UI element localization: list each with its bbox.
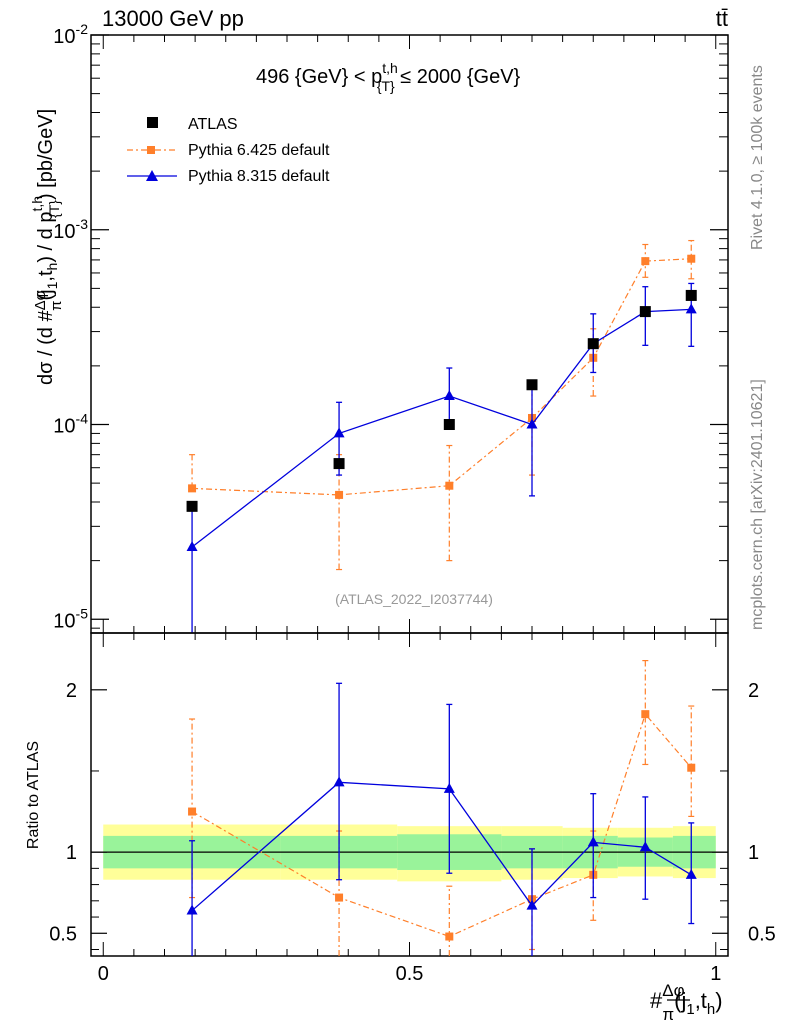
ratio-xtick-label: 1 <box>710 963 721 985</box>
pythia8-point <box>333 427 345 438</box>
mcplots-label: mcplots.cern.ch [arXiv:2401.10621] <box>749 379 766 630</box>
legend-marker-pythia6 <box>147 146 155 154</box>
ratio-pythia6-point <box>687 763 696 772</box>
ratio-xlabel: #Δφ π(j1,th) <box>650 981 723 1024</box>
pythia8-point <box>685 303 697 314</box>
legend-label-pythia6: Pythia 6.425 default <box>188 142 330 159</box>
atlas-point <box>685 289 697 301</box>
main-panel: 10-5 10-4 10-3 10-2 496 {GeV} < pt,h {T} ≤ 2… <box>29 21 729 634</box>
ratio-pythia8-point <box>333 776 345 787</box>
ratio-pythia8-point <box>186 904 198 915</box>
main-ticks: 10-5 10-4 10-3 10-2 <box>53 21 728 633</box>
ratio-xtick-label: 0 <box>98 963 109 985</box>
main-frame <box>90 34 729 634</box>
atlas-point <box>526 379 538 391</box>
pythia6-point <box>188 484 197 493</box>
ratio-ytick-label-right: 0.5 <box>748 923 776 945</box>
ratio-pythia8-point <box>587 836 599 847</box>
header-left: 13000 GeV pp <box>102 6 244 31</box>
ratio-xtick-label: 0.5 <box>396 963 424 985</box>
pythia8-line <box>191 308 692 548</box>
legend: ATLAS Pythia 6.425 default Pythia 8.315 … <box>127 116 330 185</box>
ratio-pythia8-point <box>685 868 697 879</box>
atlas-point <box>639 306 651 318</box>
legend-label-atlas: ATLAS <box>188 116 238 133</box>
header-right: tt̄ <box>716 6 728 31</box>
legend-label-pythia8: Pythia 8.315 default <box>188 168 330 185</box>
pythia6-point <box>687 254 696 263</box>
ratio-pythia8-point <box>443 782 455 793</box>
ratio-ytick-label: 1 <box>66 842 77 864</box>
main-ytick-label: 10-5 <box>53 605 88 632</box>
pythia6-line <box>192 258 692 496</box>
main-series <box>186 239 697 633</box>
ratio-pythia6-point <box>641 710 650 719</box>
ratio-ticks: 0.5 0.5 1 1 2 2 0 0.5 1 <box>49 633 776 985</box>
ratio-ylabel: Ratio to ATLAS <box>25 741 42 849</box>
ratio-pythia8-point <box>526 899 538 910</box>
atlas-point <box>186 500 198 512</box>
ratio-series <box>186 659 697 956</box>
ratio-pythia8-point <box>639 841 651 852</box>
ratio-ytick-label: 2 <box>66 680 77 702</box>
ratio-pythia6-point <box>445 932 454 941</box>
ratio-pythia6-point <box>335 893 344 902</box>
pythia6-point <box>641 257 650 266</box>
ratio-bands <box>91 824 728 882</box>
ratio-ytick-label: 0.5 <box>49 923 77 945</box>
pythia8-point <box>443 390 455 401</box>
pythia6-point <box>335 490 344 499</box>
legend-marker-pythia8 <box>146 170 158 181</box>
pythia8-point <box>186 540 198 551</box>
ratio-ytick-label-right: 1 <box>748 842 759 864</box>
plot-title: 496 {GeV} < pt,h {T} ≤ 2000 {GeV} <box>256 60 521 94</box>
pythia6-point <box>445 481 454 490</box>
legend-marker-atlas <box>147 117 158 128</box>
analysis-watermark: (ATLAS_2022_I2037744) <box>335 591 493 607</box>
main-ytick-label: 10-2 <box>53 21 88 48</box>
ratio-pythia6-point <box>188 807 197 816</box>
ratio-ytick-label-right: 2 <box>748 680 759 702</box>
ratio-panel: 0.5 0.5 1 1 2 2 0 0.5 1 Ratio to ATLAS #Δφ π(j1,t… <box>25 632 776 1024</box>
pythia8-point <box>526 418 538 429</box>
ratio-frame <box>90 632 729 957</box>
atlas-point <box>333 458 345 470</box>
atlas-point <box>443 419 455 431</box>
main-ytick-label: 10-3 <box>53 216 88 243</box>
main-ylabel: dσ / (d #Δφπ(j1,th) / d pt,h{T}) [pb/GeV… <box>29 109 65 385</box>
atlas-point <box>587 338 599 350</box>
rivet-label: Rivet 4.1.0, ≥ 100k events <box>749 65 766 250</box>
main-ytick-label: 10-4 <box>53 411 88 438</box>
